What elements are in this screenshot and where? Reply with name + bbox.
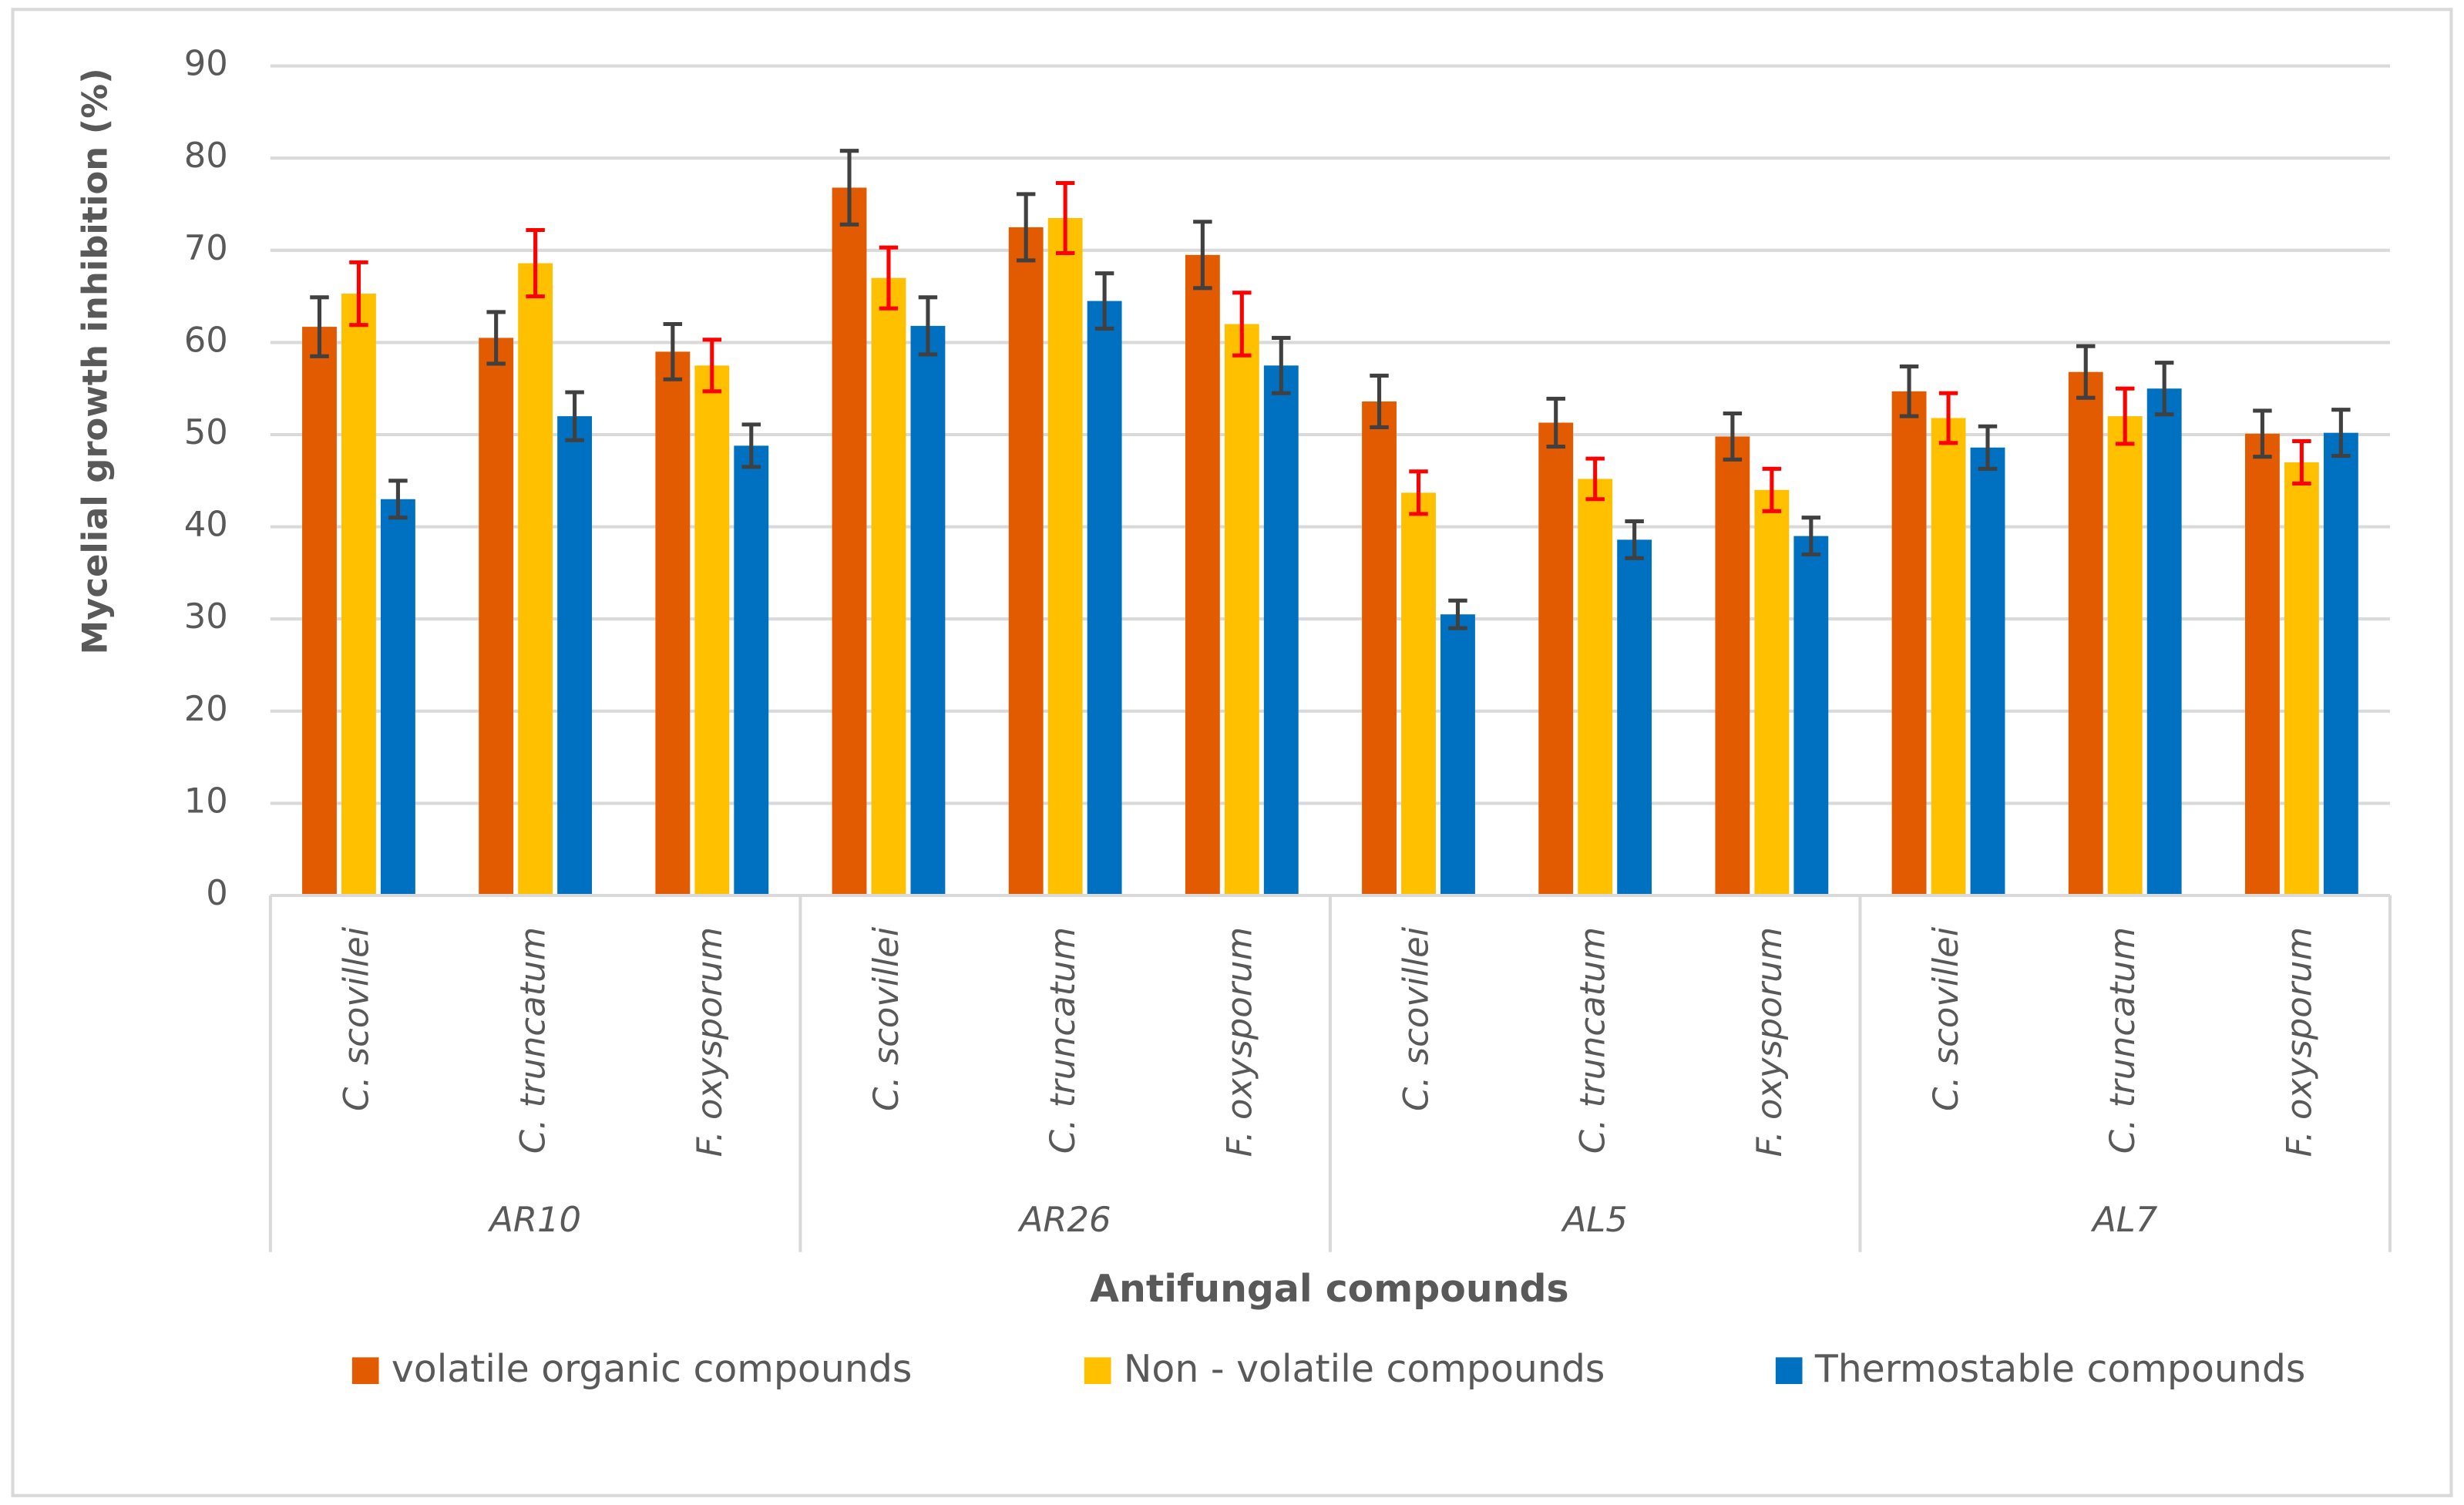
y-tick-label: 0 bbox=[206, 872, 228, 913]
y-tick-label: 90 bbox=[184, 43, 228, 84]
y-tick-label: 10 bbox=[184, 780, 228, 821]
bar bbox=[1578, 479, 1613, 896]
y-tick-label: 80 bbox=[184, 135, 228, 176]
x-tick-label: C. scovillei bbox=[1396, 926, 1437, 1111]
bar bbox=[2068, 371, 2103, 896]
y-tick-label: 30 bbox=[184, 596, 228, 637]
y-tick-label: 60 bbox=[184, 319, 228, 360]
bar bbox=[871, 277, 906, 896]
bar bbox=[1047, 217, 1083, 896]
bar bbox=[1008, 227, 1044, 896]
bar bbox=[2146, 388, 2182, 896]
bar bbox=[1401, 492, 1436, 896]
legend-swatch bbox=[351, 1357, 379, 1385]
x-axis-label: Antifungal compounds bbox=[1090, 1267, 1568, 1311]
bar bbox=[1440, 614, 1475, 896]
bar bbox=[557, 416, 593, 896]
x-tick-label: C. scovillei bbox=[866, 926, 906, 1111]
bar bbox=[694, 365, 730, 896]
bar bbox=[910, 325, 946, 896]
bar bbox=[1087, 301, 1122, 896]
y-axis-label: Mycelial growth inhibition (%) bbox=[75, 68, 116, 654]
bar bbox=[2284, 462, 2319, 896]
bar bbox=[734, 445, 769, 896]
bar bbox=[1891, 391, 1927, 896]
bar bbox=[479, 338, 514, 896]
legend-swatch bbox=[1084, 1357, 1111, 1385]
group-label: AL7 bbox=[2090, 1199, 2158, 1240]
x-tick-label: F. oxysporum bbox=[689, 927, 730, 1157]
bar bbox=[1715, 436, 1750, 896]
bar bbox=[1185, 254, 1220, 896]
bar bbox=[341, 294, 376, 896]
bar bbox=[2323, 432, 2358, 896]
y-tick-label: 50 bbox=[184, 412, 228, 452]
bar bbox=[2244, 433, 2280, 896]
group-label: AR10 bbox=[487, 1199, 581, 1240]
y-tick-label: 40 bbox=[184, 504, 228, 545]
y-tick-label: 20 bbox=[184, 688, 228, 729]
legend-label: Non - volatile compounds bbox=[1124, 1347, 1605, 1391]
bar bbox=[1931, 418, 1966, 896]
x-tick-label: F. oxysporum bbox=[2278, 927, 2319, 1157]
legend-label: Thermostable compounds bbox=[1814, 1347, 2306, 1391]
bar bbox=[1754, 489, 1790, 896]
bar bbox=[1617, 539, 1652, 896]
group-label: AR26 bbox=[1017, 1199, 1111, 1240]
x-tick-label: C. truncatum bbox=[1042, 927, 1083, 1154]
x-tick-label: C. scovillei bbox=[1925, 926, 1966, 1111]
x-tick-label: C. truncatum bbox=[1572, 927, 1613, 1154]
x-tick-label: F. oxysporum bbox=[1749, 927, 1790, 1157]
bar bbox=[1538, 422, 1574, 896]
bar bbox=[1793, 536, 1829, 896]
bar bbox=[1362, 401, 1397, 896]
bar bbox=[302, 327, 337, 896]
y-tick-label: 70 bbox=[184, 227, 228, 268]
bar bbox=[380, 499, 415, 896]
bar bbox=[2107, 416, 2143, 896]
bar bbox=[1224, 324, 1259, 896]
x-tick-label: C. truncatum bbox=[513, 927, 553, 1154]
bar bbox=[1970, 447, 2005, 896]
bar bbox=[832, 187, 867, 896]
x-tick-label: C. truncatum bbox=[2102, 927, 2143, 1154]
x-tick-label: C. scovillei bbox=[335, 926, 376, 1111]
bar bbox=[1263, 365, 1299, 896]
bar bbox=[655, 351, 691, 896]
group-label: AL5 bbox=[1561, 1199, 1628, 1240]
legend-label: volatile organic compounds bbox=[392, 1347, 913, 1391]
bar bbox=[518, 263, 553, 896]
x-tick-label: F. oxysporum bbox=[1219, 927, 1259, 1157]
legend-swatch bbox=[1775, 1357, 1803, 1385]
